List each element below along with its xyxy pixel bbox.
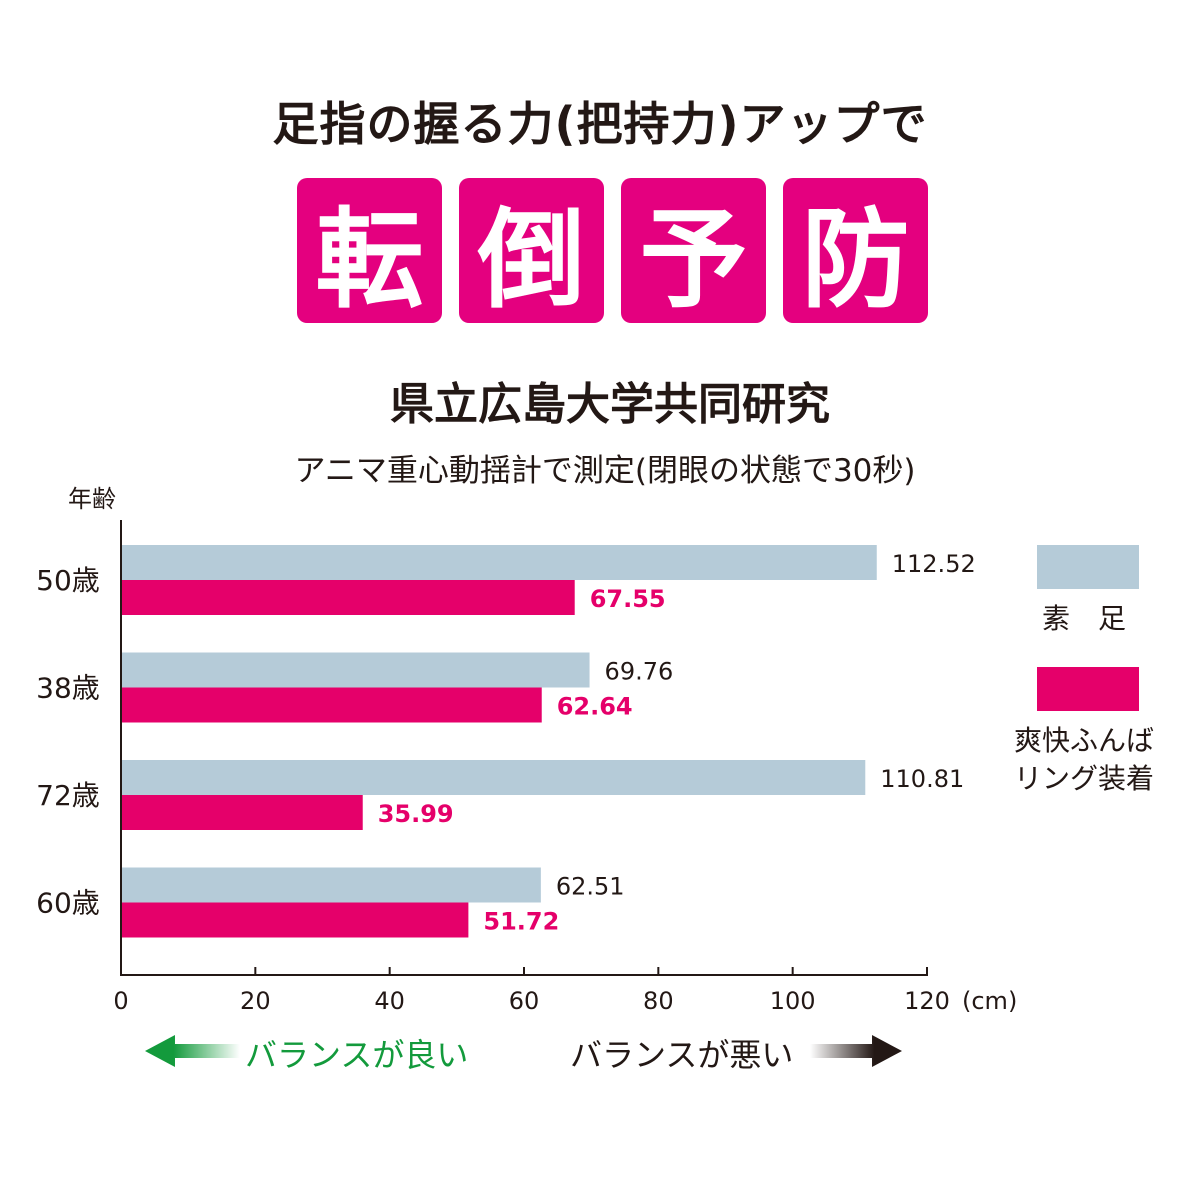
legend-swatch-ring [1037, 667, 1139, 711]
bar-ring [121, 902, 469, 938]
heading: 足指の握る力(把持力)アップで [272, 97, 928, 151]
method-text: アニマ重心動揺計で測定(閉眼の状態で30秒) [294, 453, 916, 489]
x-axis-unit: (cm) [962, 987, 1017, 1015]
value-label: 62.51 [556, 873, 625, 901]
value-label: 51.72 [483, 908, 559, 936]
category-label: 60歳 [36, 887, 100, 920]
balance-bad-label: バランスが悪い [570, 1036, 794, 1074]
legend-label-ring-2: リング装着 [1014, 762, 1155, 795]
x-tick-label: 0 [113, 987, 128, 1015]
value-label: 112.52 [892, 550, 976, 578]
bar-ring [121, 687, 542, 723]
balance-good-label: バランスが良い [245, 1036, 469, 1074]
keyword-box: 予 [621, 178, 766, 323]
x-tick-label: 60 [509, 987, 540, 1015]
y-axis-label: 年齢 [68, 485, 116, 513]
bar-barefoot [121, 652, 590, 688]
x-tick-label: 20 [240, 987, 271, 1015]
bar-barefoot [121, 760, 866, 795]
category-label: 50歳 [36, 564, 100, 597]
value-label: 69.76 [605, 658, 674, 686]
bar-ring [121, 795, 363, 830]
x-tick-label: 40 [374, 987, 405, 1015]
study-title: 県立広島大学共同研究 [390, 379, 830, 430]
legend-label-barefoot: 素 足 [1042, 602, 1127, 635]
x-tick-label: 80 [643, 987, 674, 1015]
value-label: 62.64 [557, 693, 633, 721]
x-tick-label: 100 [770, 987, 816, 1015]
keyword-box: 倒 [459, 178, 604, 323]
left-arrow-icon [145, 1035, 240, 1067]
bar-ring [121, 580, 575, 615]
category-label: 72歳 [36, 779, 100, 812]
value-label: 110.81 [880, 765, 964, 793]
category-label: 38歳 [36, 672, 100, 705]
value-label: 35.99 [378, 800, 454, 828]
x-tick-label: 120 [904, 987, 950, 1015]
legend-swatch-barefoot [1037, 545, 1139, 589]
value-label: 67.55 [590, 585, 666, 613]
right-arrow-icon [810, 1035, 902, 1067]
keyword-box: 転 [297, 178, 442, 323]
bar-barefoot [121, 545, 877, 580]
legend-label-ring-1: 爽快ふんば [1014, 724, 1155, 757]
bar-barefoot [121, 867, 541, 903]
keyword-box: 防 [783, 178, 928, 323]
